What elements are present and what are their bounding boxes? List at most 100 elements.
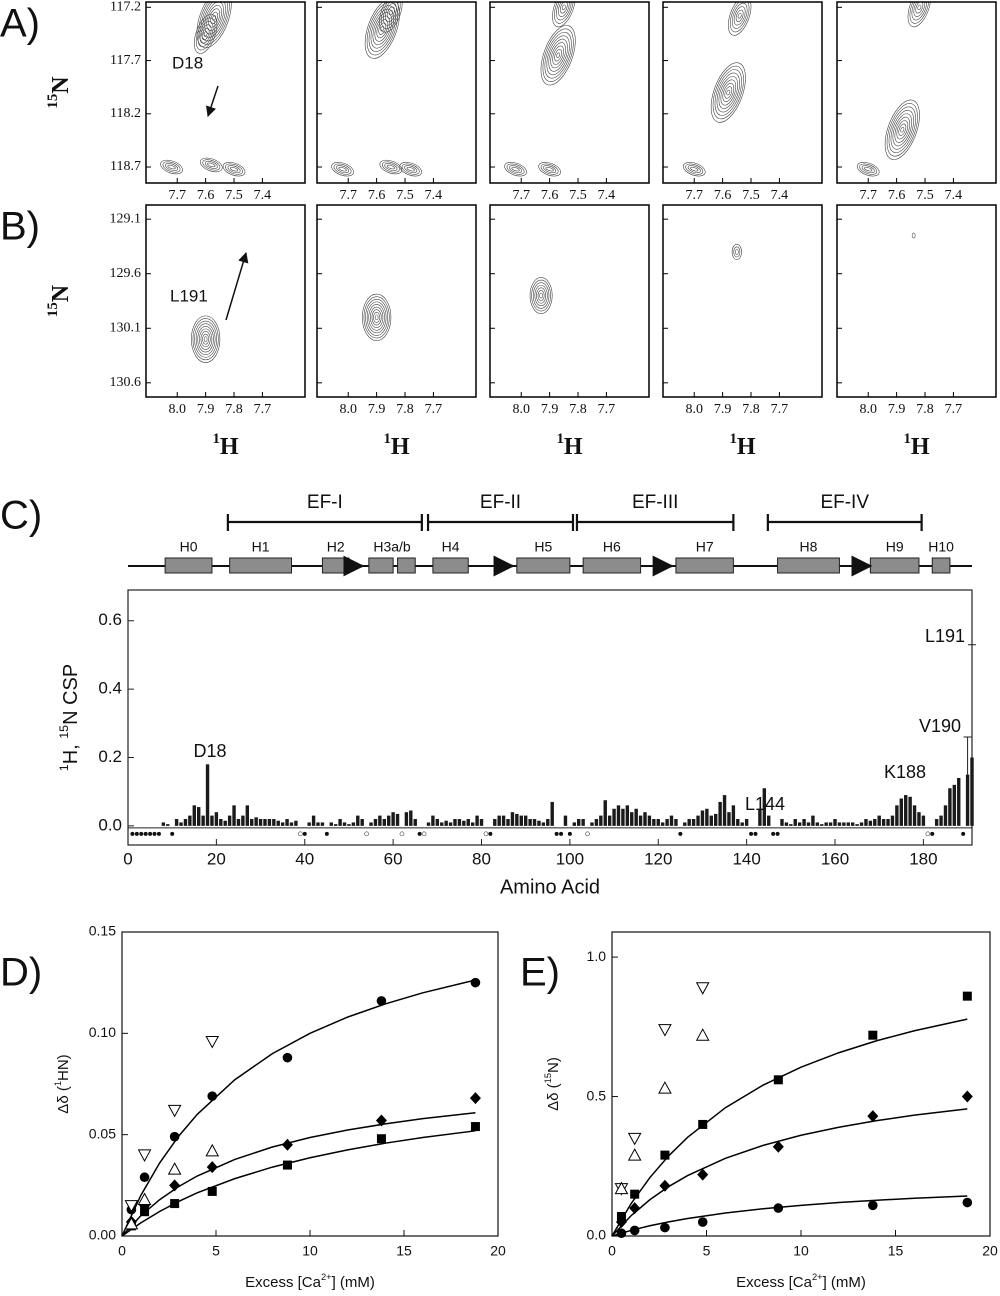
- bar: [652, 819, 656, 826]
- peak: [856, 161, 880, 177]
- x-tick-label: 7.7: [168, 188, 186, 203]
- unassigned-marker: [302, 831, 307, 836]
- x-tick-label: 15: [396, 1243, 412, 1259]
- bar: [820, 824, 824, 826]
- y-axis-label-part: Δδ (: [55, 1086, 72, 1114]
- peak: [529, 277, 553, 314]
- y-tick-label: 117.7: [110, 53, 141, 68]
- panel-frame: [836, 1, 997, 184]
- x-tick-label: 5: [212, 1243, 220, 1259]
- contour: [545, 166, 554, 172]
- contour: [537, 290, 545, 301]
- marker-triangle-up: [167, 1162, 182, 1175]
- helix: [164, 557, 213, 574]
- x-tick-label: 7.9: [714, 402, 732, 417]
- bar: [806, 822, 811, 826]
- plot-area: [362, 293, 392, 341]
- bar: [466, 819, 470, 826]
- bar: [214, 812, 219, 826]
- bar: [789, 824, 793, 826]
- contour: [557, 2, 570, 17]
- contour: [529, 277, 553, 314]
- helix-label: H3a/b: [373, 539, 411, 555]
- contour: [554, 49, 563, 62]
- x-tick-label: 0: [608, 1243, 616, 1259]
- bar: [329, 822, 333, 826]
- contour: [368, 304, 385, 331]
- bar: [254, 817, 258, 826]
- bar: [510, 812, 515, 826]
- bar: [705, 808, 709, 826]
- fit-line: [611, 1018, 968, 1237]
- contour: [365, 298, 389, 336]
- bar: [881, 819, 886, 826]
- plot-area: [731, 243, 742, 260]
- helix-label: H10: [928, 539, 954, 555]
- contour: [859, 163, 878, 175]
- contour: [554, 2, 574, 24]
- x-tick-label: 180: [909, 849, 937, 868]
- contour: [202, 333, 210, 345]
- bar: [718, 801, 722, 826]
- bar: [351, 822, 356, 826]
- y-axis-label: Δδ (15N): [543, 1057, 562, 1111]
- contour: [338, 166, 347, 172]
- x-axis-label-sup: 1: [556, 431, 563, 447]
- contour: [381, 2, 401, 30]
- bar: [550, 801, 554, 826]
- contour: [548, 38, 568, 72]
- marker-square: [962, 991, 972, 1001]
- bar: [612, 808, 616, 826]
- bar: [188, 815, 192, 826]
- panel-frame: [662, 1, 823, 184]
- contour: [404, 165, 418, 174]
- bar: [864, 819, 868, 826]
- y-tick-label: 0.5: [587, 1087, 607, 1103]
- bar: [784, 822, 789, 826]
- bar: [709, 815, 713, 826]
- bar: [307, 822, 311, 826]
- panel-letter: A): [0, 2, 40, 46]
- bar: [245, 805, 250, 826]
- marker-circle: [207, 1091, 218, 1101]
- bar: [387, 815, 391, 826]
- contour: [542, 28, 574, 82]
- peak: [728, 2, 752, 36]
- x-tick-label: 7.6: [541, 188, 559, 203]
- unassigned-marker: [961, 831, 966, 836]
- y-axis-label-part: H,: [60, 739, 82, 765]
- contour: [735, 249, 739, 255]
- contour: [539, 292, 543, 299]
- bar: [356, 815, 360, 826]
- x-tick-label: 7.7: [598, 402, 616, 417]
- helix: [777, 557, 840, 574]
- bar: [236, 819, 241, 826]
- contour: [687, 165, 701, 174]
- marker-diamond: [772, 1140, 784, 1153]
- peak: [191, 315, 221, 363]
- contour: [195, 323, 216, 355]
- marker-triangle-down: [124, 1200, 139, 1213]
- x-axis-label: 1H: [212, 431, 238, 459]
- peak: [504, 161, 527, 177]
- bar: [912, 805, 917, 826]
- marker-square: [282, 1160, 292, 1170]
- x-tick-label: 140: [732, 849, 760, 868]
- x-axis-label: 1H: [903, 431, 929, 459]
- bar: [316, 822, 320, 826]
- contour: [682, 161, 706, 177]
- x-tick-label: 7.5: [225, 188, 243, 203]
- bar: [665, 819, 669, 826]
- panel-frame: [489, 204, 650, 398]
- plot-area: [504, 2, 576, 177]
- marker-square: [660, 1150, 670, 1160]
- x-tick-label: 120: [644, 849, 672, 868]
- x-tick-label: 7.6: [714, 188, 732, 203]
- contour: [364, 2, 400, 59]
- annotation-arrow: [225, 251, 249, 321]
- ef-label: EF-III: [632, 492, 678, 513]
- bar: [824, 822, 828, 826]
- contour: [543, 165, 557, 174]
- bar: [952, 784, 957, 826]
- ef-bracket: [426, 514, 575, 531]
